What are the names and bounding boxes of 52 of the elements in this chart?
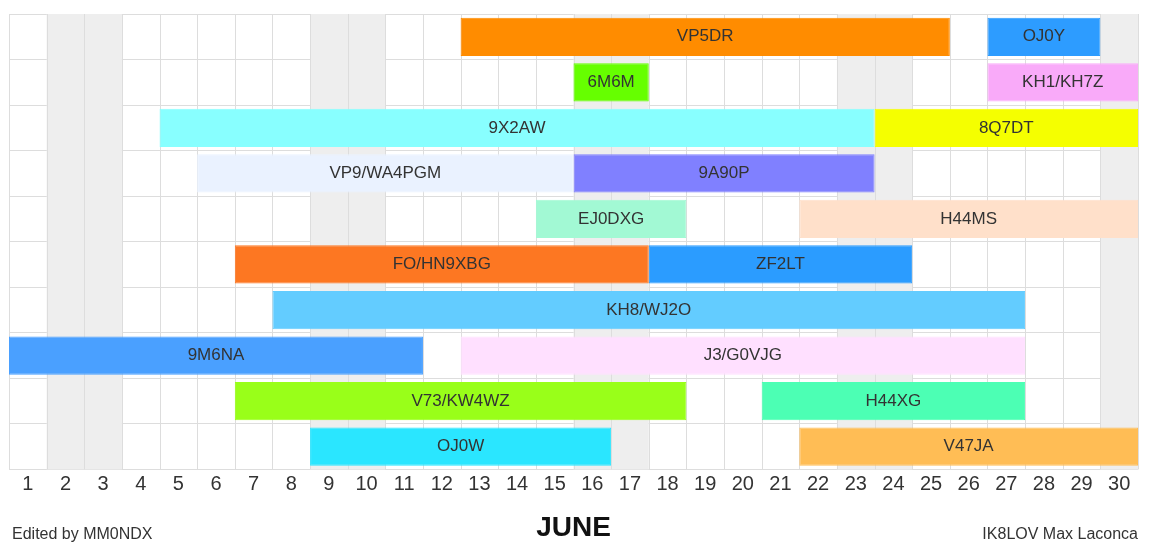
x-tick-label: 22	[806, 471, 830, 494]
series-label: EJ0DXG	[578, 208, 645, 228]
series-label: H44MS	[940, 208, 997, 228]
series-label: 9X2AW	[488, 117, 546, 137]
x-tick-label: 11	[393, 471, 415, 494]
series-label: V47JA	[943, 436, 995, 456]
x-tick-label: 12	[430, 471, 453, 494]
x-tick-label: 16	[581, 471, 604, 494]
x-tick-label: 9	[323, 471, 335, 494]
x-tick-label: 17	[618, 471, 642, 494]
x-tick-label: 8	[285, 471, 297, 494]
series-label: KH1/KH7Z	[1022, 72, 1104, 91]
x-tick-label: 14	[505, 471, 529, 494]
x-tick-label: 27	[995, 471, 1018, 494]
series-label: 8Q7DT	[978, 117, 1034, 137]
x-tick-label: 24	[882, 471, 905, 494]
series-label: KH8/WJ2O	[606, 299, 692, 319]
series-label: VP9/WA4PGM	[329, 163, 442, 183]
x-axis-title: JUNE	[536, 510, 611, 542]
x-tick-label: 28	[1032, 471, 1056, 494]
series-label: ZF2LT	[756, 254, 805, 274]
series-label: 9M6NA	[187, 345, 245, 365]
series-label: H44XG	[865, 390, 922, 410]
series-label: VP5DR	[676, 26, 734, 46]
x-tick-label: 2	[59, 471, 72, 494]
series-label: J3/G0VJG	[703, 345, 783, 365]
x-tick-label: 4	[135, 471, 147, 494]
series-label: FO/HN9XBG	[392, 254, 491, 274]
x-tick-label: 10	[355, 471, 378, 494]
x-tick-label: 13	[468, 471, 491, 494]
x-tick-label: 29	[1070, 471, 1093, 494]
series-label: OJ0W	[436, 436, 485, 456]
series-label: V73/KW4WZ	[411, 390, 510, 410]
x-tick-label: 5	[172, 471, 184, 494]
x-tick-label: 1	[22, 471, 34, 494]
text: Edited by MM0NDX	[12, 525, 153, 542]
text: IK8LOV Max Laconca	[982, 525, 1139, 542]
series-label: OJ0Y	[1022, 26, 1066, 46]
series-label: 9A90P	[698, 163, 750, 183]
x-tick-label: 25	[919, 471, 943, 494]
x-tick-label: 7	[248, 471, 260, 494]
x-tick-label: 3	[97, 471, 109, 494]
x-tick-label: 21	[769, 471, 792, 494]
x-tick-label: 15	[543, 471, 566, 494]
x-tick-label: 20	[731, 471, 754, 494]
x-tick-label: 6	[210, 471, 222, 494]
x-tick-label: 18	[656, 471, 679, 494]
x-tick-label: 19	[694, 471, 717, 494]
x-tick-label: 30	[1108, 471, 1131, 494]
series-label: 6M6M	[587, 72, 635, 91]
x-tick-label: 26	[957, 471, 980, 494]
x-tick-label: 23	[844, 471, 867, 494]
